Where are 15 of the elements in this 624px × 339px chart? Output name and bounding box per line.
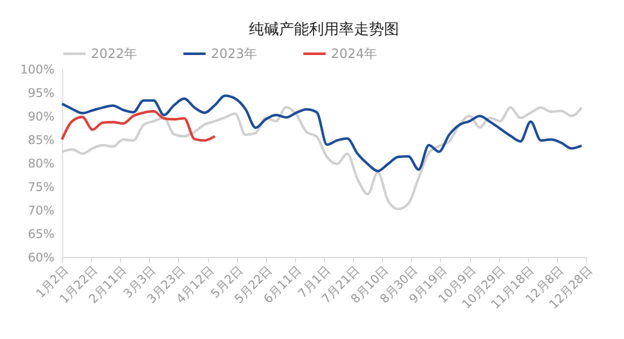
y-tick-label: 80% [28,156,54,170]
legend-label: 2024年 [331,46,378,62]
y-tick-label: 100% [20,62,54,76]
y-tick-label: 75% [28,180,54,194]
legend-label: 2022年 [91,46,138,62]
chart-title: 纯碱产能利用率走势图 [249,20,399,38]
y-tick-label: 70% [28,204,54,218]
line-series [60,110,216,142]
legend-label: 2023年 [211,46,258,62]
y-tick-label: 85% [28,133,54,147]
line-series [60,94,583,172]
y-tick-label: 65% [28,227,54,241]
y-tick-label: 90% [28,110,54,124]
y-tick-label: 60% [28,250,54,264]
y-tick-label: 95% [28,86,54,100]
